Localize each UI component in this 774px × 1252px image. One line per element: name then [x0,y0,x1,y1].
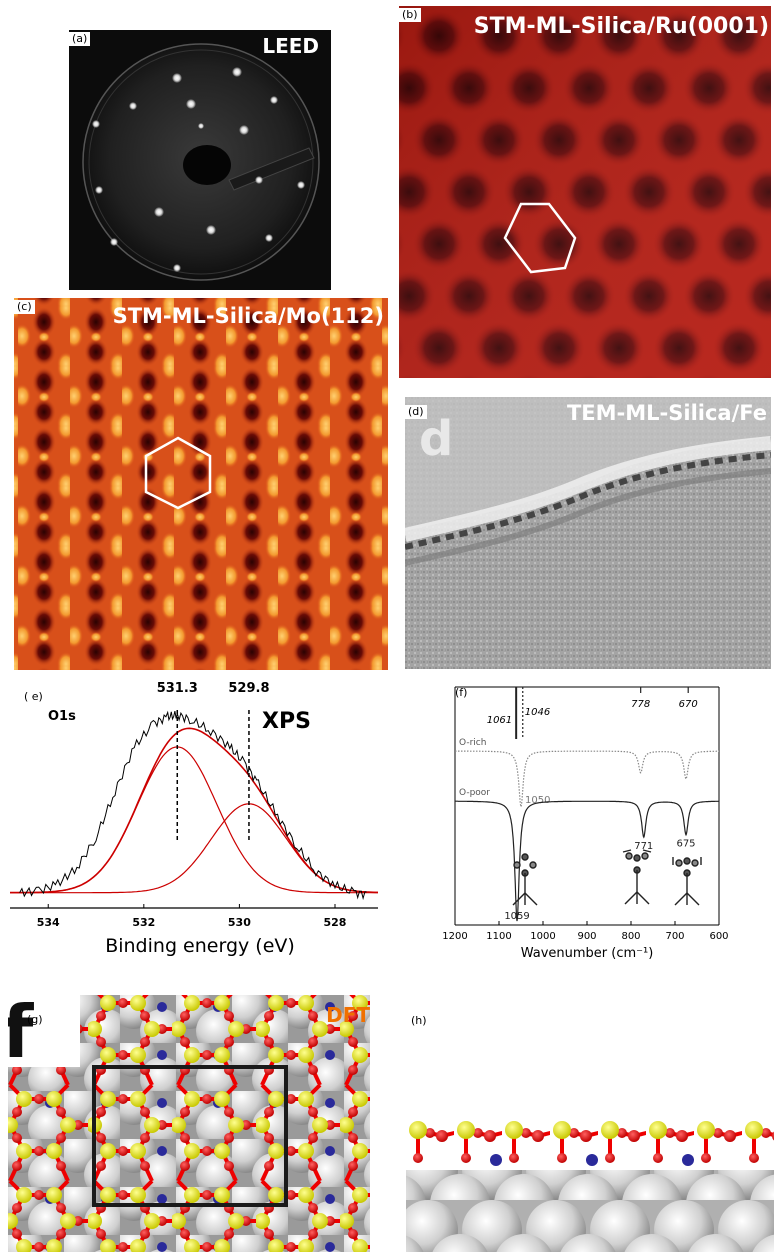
ir-tick-label: 1000 [530,931,555,942]
ir-peak-label: 1050 [525,795,550,806]
xps-species-label: O1s [48,709,76,724]
panel-b-label: (b) [399,8,421,22]
ir-xlabel: Wavenumber (cm⁻¹) [521,946,654,961]
ir-top-tick-label: 1061 [487,715,512,726]
leed-pattern-image [69,30,331,290]
panel-f-label: (f) [455,686,467,699]
xps-tick-label: 534 [37,916,60,929]
ir-peak-label: 675 [676,839,695,850]
panel-g-dft-top: f (g) DFT [8,995,370,1252]
ir-tick-label: 700 [665,931,684,942]
panel-c-label: (c) [14,300,35,314]
panel-a-title: LEED [262,34,319,58]
panel-g-label: (g) [27,1013,43,1026]
xps-component-1 [10,746,378,894]
xps-envelope [10,727,378,894]
panel-a-label: (a) [69,32,91,46]
panel-b-title: STM-ML-Silica/Ru(0001) [473,14,769,39]
ir-tick-label: 900 [577,931,596,942]
ir-top-tick-label: 670 [679,699,698,710]
panel-e-xps: ( e) O1s XPS 531.3 529.8 534 532 530 528 Bin… [0,676,390,960]
panel-d-label: (d) [405,405,427,419]
panel-c-stm-mo: (c) STM-ML-Silica/Mo(112) [14,298,388,670]
panel-g-title: DFT [326,1003,370,1027]
ir-series-label: O-rich [459,738,486,748]
panel-b-stm-ru: (b) STM-ML-Silica/Ru(0001) [399,6,771,378]
panel-f-irras: (f) O-rich 1050 O-poor 1059 771 675 1061 1046 7… [437,679,737,963]
ir-series-o-poor [455,800,719,922]
stm-mo-image [14,298,388,670]
tem-image: d [405,397,771,669]
dft-side-view-image [406,1100,774,1252]
panel-h-dft-side: (h) [406,1000,774,1252]
panel-d-title: TEM-ML-Silica/Fe [566,401,767,425]
xps-chart: ( e) O1s XPS 531.3 529.8 534 532 530 528 Bin… [10,681,378,957]
panel-c-title: STM-ML-Silica/Mo(112) [112,304,384,328]
dft-unit-cell [92,1065,288,1207]
xps-peak-label-1: 531.3 [157,681,198,696]
panel-d-letter: d [419,411,453,467]
panel-a-leed: (a) LEED [69,30,331,290]
ir-tick-label: 800 [621,931,640,942]
xps-title: XPS [262,709,311,734]
panel-g-letter: f [8,995,34,1074]
ir-peak-label: 771 [634,841,653,852]
ir-tick-label: 600 [709,931,728,942]
xps-tick-label: 528 [324,916,347,929]
ir-tick-label: 1200 [442,931,467,942]
ir-chart: (f) O-rich 1050 O-poor 1059 771 675 1061 1046 7… [437,679,737,963]
molecule-sketches [512,849,702,906]
ir-peak-label: 1059 [504,911,529,922]
panel-e-label: ( e) [24,690,43,703]
xps-xlabel: Binding energy (eV) [105,935,295,957]
xps-raw-data [19,710,367,901]
panel-h-label: (h) [408,1014,430,1028]
panel-d-tem: d (d) TEM-ML-Silica/Fe [405,397,771,669]
xps-tick-label: 530 [228,916,251,929]
ir-series-label: O-poor [459,788,490,798]
ir-top-tick-label: 1046 [525,707,550,718]
xps-peak-label-2: 529.8 [228,681,269,696]
stm-ru-image [399,6,771,378]
xps-tick-label: 532 [132,916,155,929]
ir-tick-label: 1100 [486,931,511,942]
ir-top-tick-label: 778 [631,699,650,710]
dft-top-view-image: f [8,995,370,1252]
